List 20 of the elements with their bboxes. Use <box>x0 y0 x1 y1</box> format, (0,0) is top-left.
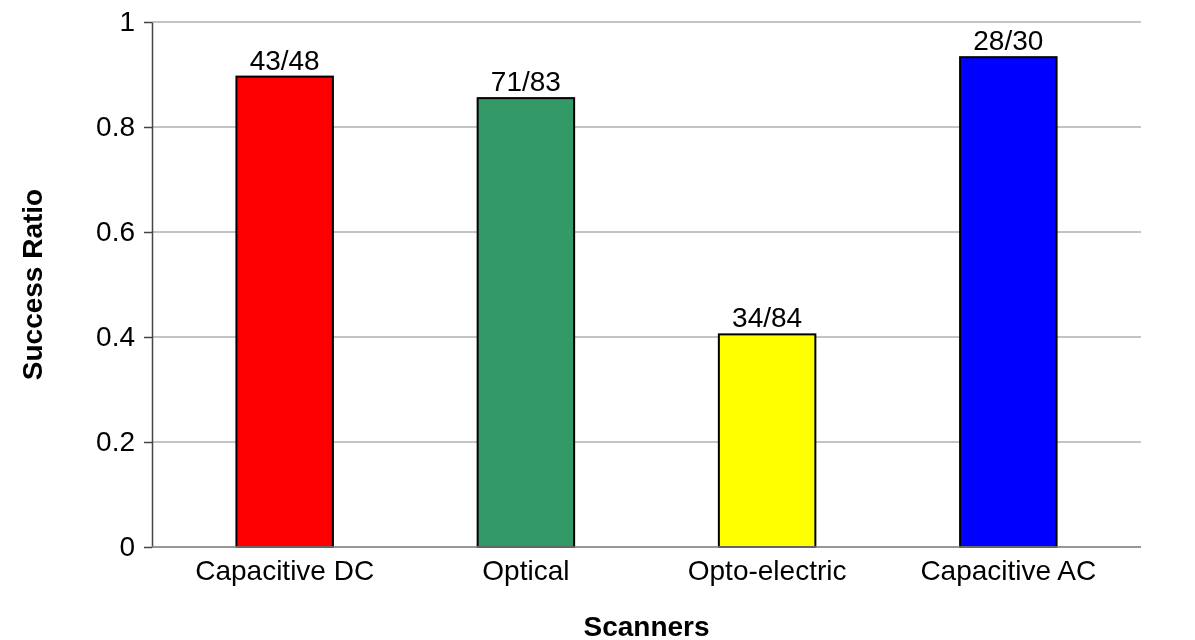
y-tick-label: 0.2 <box>96 426 135 458</box>
data-label: 71/83 <box>490 66 561 98</box>
data-label: 43/48 <box>249 44 320 76</box>
y-tick-label: 0.6 <box>96 216 135 248</box>
x-tick-label: Opto-electric <box>687 555 847 586</box>
bar <box>717 333 817 548</box>
bar <box>476 97 576 548</box>
data-label: 28/30 <box>973 25 1044 57</box>
y-tick-label: 1 <box>119 6 135 38</box>
y-tick-label: 0.8 <box>96 111 135 143</box>
x-tick-label: Capacitive AC <box>920 555 1097 586</box>
data-label: 34/84 <box>732 302 803 334</box>
x-axis-title: Scanners <box>583 611 710 640</box>
y-tick-label: 0 <box>119 531 135 563</box>
y-axis-title: Success Ratio <box>17 188 48 381</box>
y-tick-label: 0.4 <box>96 321 135 353</box>
x-tick-label: Capacitive DC <box>195 555 375 586</box>
bar <box>235 75 334 548</box>
x-tick-label: Optical <box>482 555 570 586</box>
bar <box>959 56 1058 548</box>
